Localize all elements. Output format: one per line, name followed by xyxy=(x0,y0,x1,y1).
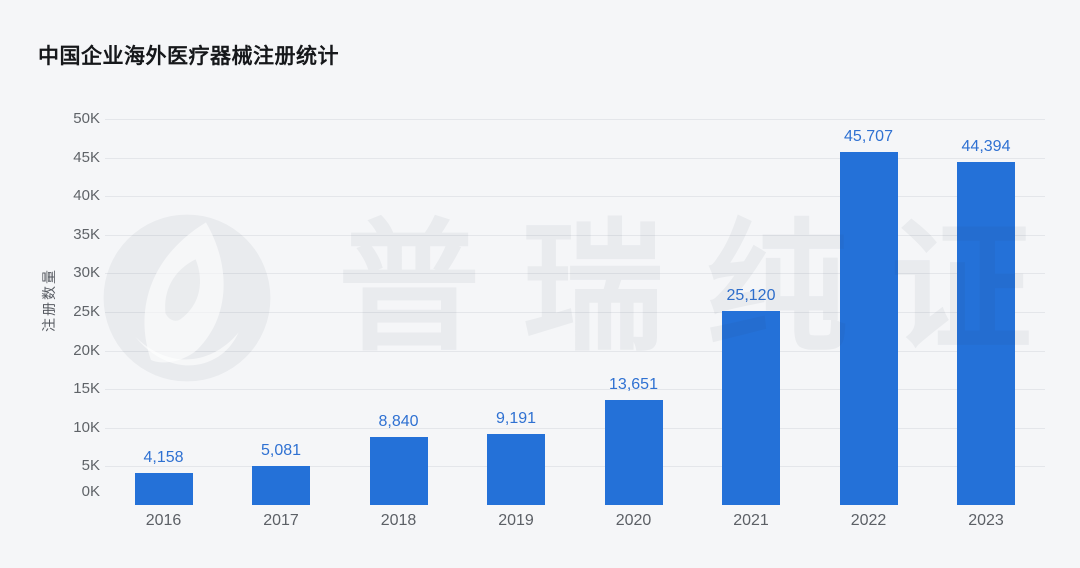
x-tick-label: 2017 xyxy=(263,512,299,529)
y-tick-label: 20K xyxy=(73,341,100,359)
bar-2022 xyxy=(839,152,898,505)
x-tick-label: 2019 xyxy=(498,512,534,529)
y-tick-label: 35K xyxy=(73,225,100,243)
y-tick-label: 0K xyxy=(81,483,100,500)
bar-value-label: 5,081 xyxy=(260,442,302,459)
gridline xyxy=(105,312,1045,313)
y-tick-label: 10K xyxy=(73,418,100,436)
bar-value-label: 25,120 xyxy=(726,287,776,304)
bar-value-label: 13,651 xyxy=(609,376,658,393)
x-tick-label: 2016 xyxy=(145,512,182,529)
bar-value-label: 4,158 xyxy=(143,449,184,466)
gridline xyxy=(105,196,1045,198)
gridline xyxy=(105,427,1045,429)
x-tick-label: 2020 xyxy=(615,512,652,529)
gridline xyxy=(105,234,1045,236)
chart-title: 中国企业海外医疗器械注册统计 xyxy=(38,45,339,68)
bar-2020 xyxy=(604,400,663,505)
gridline xyxy=(105,273,1045,275)
bar-value-label: 8,840 xyxy=(378,413,419,430)
bar-2023 xyxy=(957,162,1015,505)
x-tick-label: 2022 xyxy=(850,512,887,529)
gridline xyxy=(105,157,1045,159)
bar-2021 xyxy=(722,311,780,505)
bar-2017 xyxy=(252,466,310,505)
gridline xyxy=(105,466,1045,468)
gridline xyxy=(105,389,1045,391)
plot-area: 4,158 5,081 8,840 9,191 13,651 25,120 45,707 44… xyxy=(0,119,1080,505)
y-tick-label: 50K xyxy=(73,110,100,127)
y-tick-label: 25K xyxy=(73,303,100,320)
bar-value-label: 44,394 xyxy=(961,138,1011,155)
gridline xyxy=(105,350,1045,352)
x-tick-label: 2023 xyxy=(968,512,1004,529)
y-tick-label: 5K xyxy=(81,457,100,475)
y-tick-label: 40K xyxy=(73,187,100,205)
x-tick-label: 2021 xyxy=(733,512,769,529)
bar-value-label: 45,707 xyxy=(844,128,893,145)
gridline xyxy=(105,119,1045,120)
y-tick-label: 45K xyxy=(73,148,100,166)
y-tick-label: 30K xyxy=(73,264,100,282)
bar-value-label: 9,191 xyxy=(495,410,537,427)
bar-2016 xyxy=(134,473,193,505)
bar-2019 xyxy=(487,434,545,505)
x-tick-label: 2018 xyxy=(380,512,417,529)
bar-2018 xyxy=(369,437,428,505)
y-tick-label: 15K xyxy=(73,380,100,398)
